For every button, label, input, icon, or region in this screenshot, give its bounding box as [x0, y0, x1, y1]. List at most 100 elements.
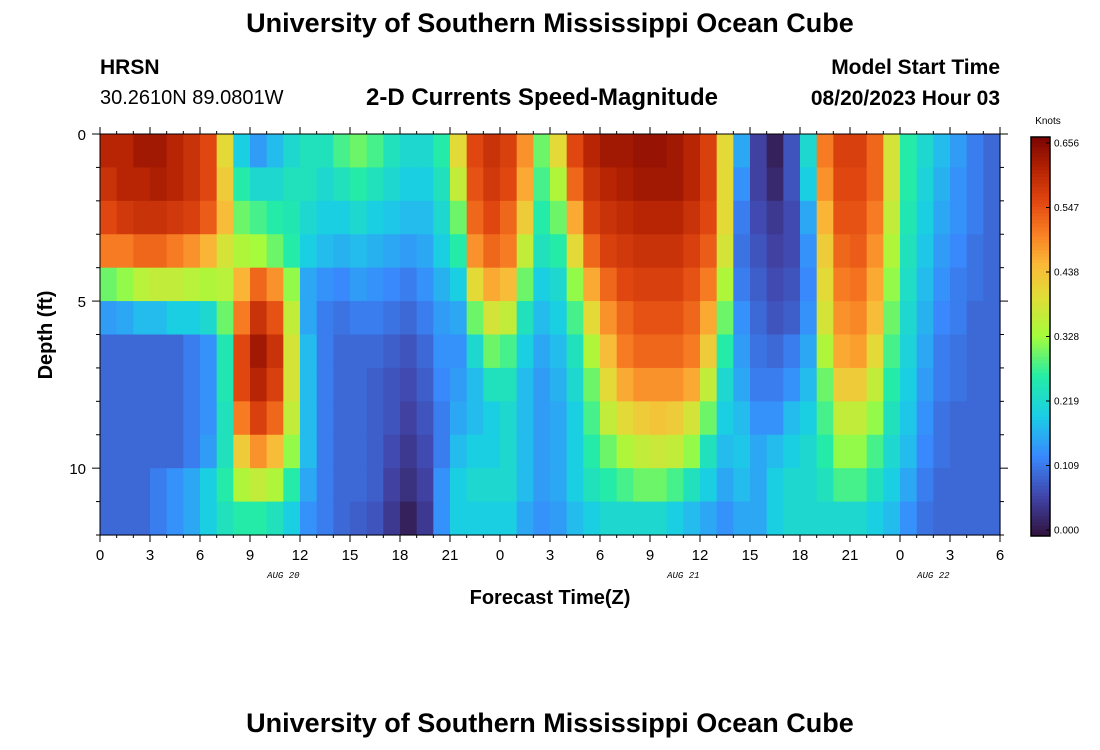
colorbar-segment — [1031, 412, 1050, 417]
colorbar-segment — [1031, 303, 1050, 308]
colorbar-segment — [1031, 190, 1050, 195]
heatmap-cell — [700, 468, 718, 503]
heatmap-cell — [366, 301, 384, 336]
x-tick-label: 0 — [496, 547, 504, 564]
heatmap-cell — [433, 301, 451, 336]
heatmap-cell — [783, 234, 801, 269]
heatmap-cell — [383, 234, 401, 269]
heatmap-cell — [616, 468, 634, 503]
heatmap-cell — [366, 234, 384, 269]
heatmap-cell — [816, 234, 834, 269]
heatmap-cell — [816, 468, 834, 503]
heatmap-cell — [733, 301, 751, 336]
heatmap-cell — [350, 401, 368, 436]
x-axis-title: Forecast Time(Z) — [470, 587, 631, 609]
heatmap-cell — [700, 301, 718, 336]
heatmap-cell — [216, 367, 234, 402]
heatmap-cell — [766, 234, 784, 269]
heatmap-cell — [283, 401, 301, 436]
heatmap-cell — [816, 267, 834, 302]
heatmap-cell — [833, 234, 851, 269]
heatmap-cell — [800, 468, 818, 503]
heatmap-cell — [250, 134, 268, 169]
heatmap-cell — [766, 434, 784, 469]
heatmap-cell — [500, 234, 518, 269]
x-tick-label: 15 — [342, 547, 359, 564]
heatmap-cell — [350, 468, 368, 503]
heatmap-cell — [716, 367, 734, 402]
heatmap-cell — [466, 267, 484, 302]
heatmap-cell — [750, 367, 768, 402]
heatmap-cell — [416, 501, 434, 536]
heatmap-cell — [616, 501, 634, 536]
colorbar-segment — [1031, 486, 1050, 490]
heatmap-cell — [366, 501, 384, 536]
heatmap-cell — [500, 501, 518, 536]
heatmap-cell — [950, 401, 968, 436]
heatmap-cell — [250, 434, 268, 469]
heatmap-cell — [800, 167, 818, 202]
heatmap-cell — [716, 434, 734, 469]
heatmap-cell — [366, 267, 384, 302]
colorbar-segment — [1031, 439, 1050, 444]
heatmap-cell — [550, 367, 568, 402]
heatmap-cell — [766, 401, 784, 436]
heatmap-cell — [333, 167, 351, 202]
heatmap-cell — [416, 200, 434, 235]
heatmap-cell — [216, 200, 234, 235]
heatmap-cell — [566, 367, 584, 402]
heatmap-cell — [650, 301, 668, 336]
heatmap-cell — [966, 267, 984, 302]
colorbar-segment — [1031, 376, 1050, 381]
colorbar-segment — [1031, 359, 1050, 364]
heatmap-cell — [266, 167, 284, 202]
colorbar-segment — [1031, 166, 1050, 171]
x-tick-label: 3 — [946, 547, 954, 564]
colorbar-segment — [1031, 150, 1050, 155]
heatmap-cell — [483, 134, 501, 169]
heatmap-cell — [900, 334, 918, 369]
heatmap-cell — [183, 501, 201, 536]
heatmap-cell — [383, 167, 401, 202]
heatmap-cell — [433, 234, 451, 269]
colorbar-segment — [1031, 343, 1050, 347]
heatmap-cell — [716, 501, 734, 536]
heatmap-cell — [366, 134, 384, 169]
heatmap-cell — [600, 334, 618, 369]
heatmap-cell — [350, 334, 368, 369]
heatmap-cell — [733, 234, 751, 269]
heatmap-cell — [316, 267, 334, 302]
heatmap-cell — [666, 434, 684, 469]
heatmap-cell — [833, 468, 851, 503]
footer-title: University of Southern Mississippi Ocean… — [246, 708, 854, 738]
heatmap-cell — [750, 267, 768, 302]
heatmap-cell — [466, 134, 484, 169]
heatmap-cell — [366, 200, 384, 235]
heatmap-cell — [250, 367, 268, 402]
heatmap-cell — [333, 267, 351, 302]
heatmap-cell — [883, 301, 901, 336]
x-tick-label: 21 — [842, 547, 859, 564]
heatmap-cell — [616, 301, 634, 336]
heatmap-cell — [133, 367, 151, 402]
heatmap-cell — [133, 301, 151, 336]
heatmap-cell — [183, 134, 201, 169]
heatmap-cell — [133, 267, 151, 302]
heatmap-cell — [433, 401, 451, 436]
heatmap-cell — [400, 301, 418, 336]
heatmap-cell — [550, 234, 568, 269]
heatmap-cell — [783, 501, 801, 536]
heatmap-cell — [266, 468, 284, 503]
heatmap-cell — [516, 200, 534, 235]
heatmap-cell — [800, 334, 818, 369]
heatmap-cell — [933, 401, 951, 436]
heatmap-cell — [500, 468, 518, 503]
heatmap-cell — [600, 200, 618, 235]
colorbar-segment — [1031, 422, 1050, 427]
colorbar-tick-label: 0.328 — [1054, 332, 1079, 343]
heatmap-cell — [983, 301, 1001, 336]
heatmap-cell — [216, 234, 234, 269]
colorbar-segment — [1031, 406, 1050, 411]
colorbar-segment — [1031, 289, 1050, 294]
heatmap-cell — [683, 367, 701, 402]
